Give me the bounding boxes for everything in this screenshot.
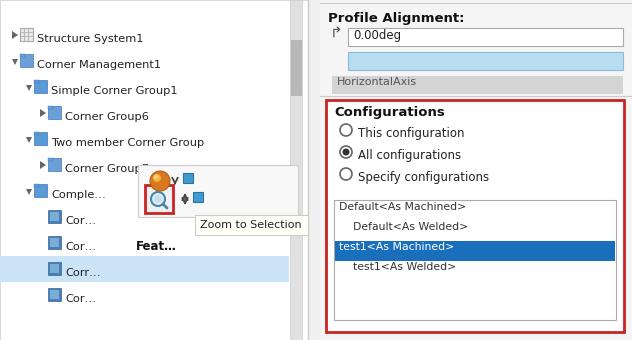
Polygon shape — [12, 59, 18, 65]
Bar — [348, 28, 623, 46]
Text: Default<As Welded>: Default<As Welded> — [339, 222, 468, 232]
Text: test1<As Welded>: test1<As Welded> — [339, 262, 456, 272]
Text: HorizontalAxis: HorizontalAxis — [337, 77, 417, 87]
Bar — [138, 165, 298, 217]
Text: Default<As Machined>: Default<As Machined> — [339, 202, 466, 212]
Circle shape — [154, 195, 162, 203]
Bar — [0, 256, 289, 282]
Circle shape — [154, 174, 159, 180]
Bar — [34, 132, 47, 145]
Bar — [50, 238, 59, 247]
Circle shape — [340, 168, 352, 180]
Polygon shape — [40, 109, 46, 117]
Bar — [48, 262, 61, 275]
Circle shape — [153, 174, 161, 182]
Bar — [183, 173, 193, 183]
Text: This configuration: This configuration — [358, 128, 465, 140]
Bar — [34, 132, 39, 135]
Bar — [334, 200, 616, 320]
Text: Cor…: Cor… — [65, 294, 96, 304]
Text: ↱: ↱ — [330, 26, 343, 40]
Text: test1<As Machined>: test1<As Machined> — [339, 242, 454, 252]
Polygon shape — [40, 161, 46, 169]
Bar — [50, 264, 59, 273]
Bar — [50, 212, 59, 221]
Bar — [34, 184, 39, 187]
Bar — [34, 80, 39, 83]
Text: All configurations: All configurations — [358, 150, 461, 163]
Bar — [193, 192, 203, 202]
Polygon shape — [12, 31, 18, 39]
Bar — [195, 215, 308, 235]
Circle shape — [340, 124, 352, 136]
Text: ○: ○ — [293, 167, 299, 173]
Polygon shape — [26, 189, 32, 195]
Text: Structure System1: Structure System1 — [37, 34, 143, 44]
Bar — [48, 106, 61, 119]
Bar — [291, 40, 301, 95]
Bar — [48, 210, 61, 223]
Text: Cor…: Cor… — [65, 242, 96, 252]
Bar — [34, 184, 47, 197]
Text: 0.00deg: 0.00deg — [353, 29, 401, 42]
Bar — [326, 100, 624, 332]
Text: Cor…: Cor… — [65, 216, 96, 226]
Bar — [145, 185, 173, 213]
Text: Corner Group6: Corner Group6 — [65, 112, 149, 122]
Bar — [50, 290, 59, 299]
Text: Corner Group7: Corner Group7 — [65, 164, 149, 174]
Circle shape — [343, 149, 349, 155]
Bar — [34, 80, 47, 93]
Bar — [48, 106, 53, 109]
Circle shape — [150, 171, 170, 191]
Polygon shape — [26, 85, 32, 91]
Bar — [0, 0, 308, 340]
Text: Simple Corner Group1: Simple Corner Group1 — [51, 86, 178, 96]
Circle shape — [151, 192, 165, 206]
Text: Corr…: Corr… — [65, 268, 100, 278]
Bar — [48, 158, 53, 161]
Bar — [20, 54, 25, 57]
Bar — [48, 236, 61, 249]
Bar — [320, 0, 632, 340]
Text: Zoom to Selection: Zoom to Selection — [200, 220, 301, 230]
Text: Feat…: Feat… — [136, 240, 177, 253]
Circle shape — [340, 146, 352, 158]
Bar — [20, 28, 33, 41]
Bar — [48, 158, 61, 171]
Text: Specify configurations: Specify configurations — [358, 171, 489, 185]
Text: Corner Management1: Corner Management1 — [37, 60, 161, 70]
Text: Comple…: Comple… — [51, 190, 106, 200]
Polygon shape — [26, 137, 32, 143]
Bar — [48, 288, 61, 301]
Bar — [335, 241, 615, 261]
Bar — [290, 0, 302, 340]
Bar — [20, 54, 33, 67]
Bar — [348, 52, 623, 70]
Text: Profile Alignment:: Profile Alignment: — [328, 12, 465, 25]
Bar — [332, 76, 623, 94]
Text: Configurations: Configurations — [334, 106, 445, 119]
Text: Two member Corner Group: Two member Corner Group — [51, 138, 204, 148]
